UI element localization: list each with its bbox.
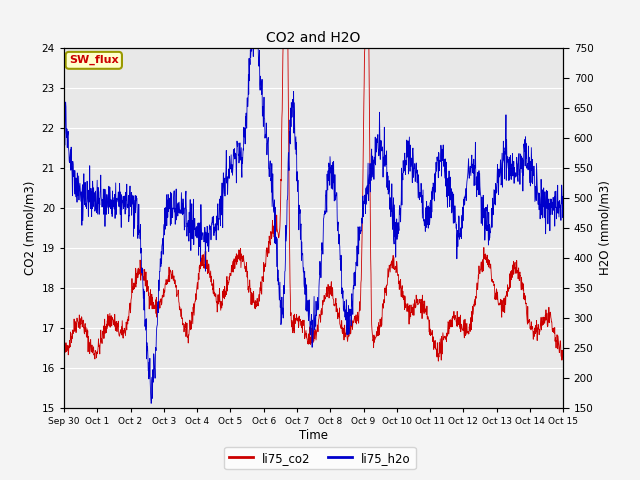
li75_co2: [301, 321, 308, 327]
li75_co2: [559, 357, 567, 362]
li75_h2o: [60, 94, 68, 99]
li75_co2: [431, 337, 439, 343]
li75_co2: [505, 288, 513, 294]
Title: CO2 and H2O: CO2 and H2O: [266, 32, 361, 46]
li75_h2o: [147, 400, 155, 406]
li75_co2: [138, 273, 146, 278]
Y-axis label: CO2 (mmol/m3): CO2 (mmol/m3): [23, 181, 36, 275]
Text: SW_flux: SW_flux: [69, 55, 118, 65]
Legend: li75_co2, li75_h2o: li75_co2, li75_h2o: [224, 447, 416, 469]
li75_co2: [291, 318, 299, 324]
li75_h2o: [431, 169, 439, 175]
li75_h2o: [138, 267, 146, 273]
li75_h2o: [301, 268, 308, 274]
li75_h2o: [505, 157, 513, 163]
Line: li75_h2o: li75_h2o: [64, 42, 563, 403]
li75_h2o: [291, 146, 299, 152]
li75_h2o: [559, 183, 567, 189]
li75_h2o: [554, 210, 561, 216]
Line: li75_co2: li75_co2: [64, 28, 563, 361]
Y-axis label: H2O (mmol/m3): H2O (mmol/m3): [599, 180, 612, 276]
li75_co2: [280, 25, 287, 31]
li75_co2: [554, 337, 561, 343]
li75_h2o: [248, 39, 256, 45]
li75_co2: [435, 358, 442, 364]
li75_co2: [60, 347, 68, 352]
X-axis label: Time: Time: [299, 429, 328, 442]
